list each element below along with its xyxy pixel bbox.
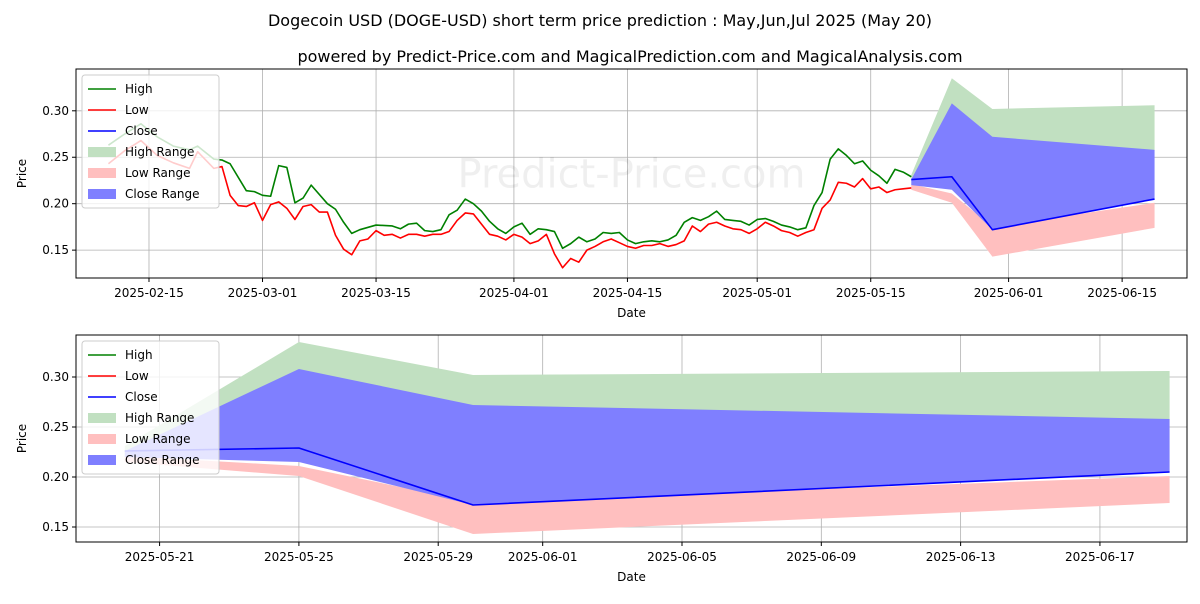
- chart-title: Dogecoin USD (DOGE-USD) short term price…: [268, 11, 932, 30]
- legend-label-low-range: Low Range: [125, 432, 190, 446]
- legend-label-high: High: [125, 348, 153, 362]
- x-tick-label: 2025-02-15: [114, 286, 184, 300]
- y-tick-label: 0.25: [42, 420, 69, 434]
- x-tick-label: 2025-06-01: [508, 550, 578, 564]
- x-tick-label: 2025-05-01: [722, 286, 792, 300]
- legend-box: [81, 74, 220, 209]
- legend-label-high-range: High Range: [125, 145, 194, 159]
- x-tick-label: 2025-03-01: [228, 286, 298, 300]
- close-range-band: [911, 103, 1155, 230]
- legend-swatch-high-range: [88, 147, 116, 157]
- y-tick-label: 0.25: [42, 150, 69, 164]
- legend-swatch-low-range: [88, 434, 116, 444]
- x-axis-label: Date: [617, 570, 646, 584]
- x-tick-label: 2025-03-15: [341, 286, 411, 300]
- x-tick-label: 2025-06-09: [786, 550, 856, 564]
- legend-label-high: High: [125, 82, 153, 96]
- y-tick-label: 0.15: [42, 520, 69, 534]
- x-tick-label: 2025-05-15: [836, 286, 906, 300]
- y-tick-label: 0.15: [42, 243, 69, 257]
- legend-label-close: Close: [125, 390, 158, 404]
- low-series-line: [107, 139, 912, 269]
- legend-swatch-close-range: [88, 189, 116, 199]
- low-range-band: [911, 184, 1155, 257]
- legend-swatch-close-range: [88, 455, 116, 465]
- watermark: Predict-Price.com: [458, 152, 806, 198]
- close-range-band: [124, 369, 1170, 505]
- x-tick-label: 2025-06-13: [926, 550, 996, 564]
- legend: High Low Close High Range Low Range Close Ran…: [81, 340, 220, 475]
- x-tick-label: 2025-05-29: [403, 550, 473, 564]
- legend-label-low: Low: [125, 103, 149, 117]
- y-tick-label: 0.30: [42, 104, 69, 118]
- legend-label-low-range: Low Range: [125, 166, 190, 180]
- plot-area: [124, 342, 1170, 534]
- legend-label-low: Low: [125, 369, 149, 383]
- high-series-line: [107, 123, 912, 250]
- x-tick-label: 2025-05-25: [264, 550, 334, 564]
- legend-label-high-range: High Range: [125, 411, 194, 425]
- y-axis-label: Price: [15, 159, 29, 188]
- x-tick-label: 2025-04-15: [593, 286, 663, 300]
- close-series-line: [911, 175, 1155, 231]
- chart-subtitle: powered by Predict-Price.com and Magical…: [297, 47, 962, 66]
- x-tick-label: 2025-06-05: [647, 550, 717, 564]
- y-tick-label: 0.20: [42, 197, 69, 211]
- axes-frame: [75, 334, 1188, 543]
- legend: High Low Close High Range Low Range Close Ran…: [81, 74, 220, 209]
- legend-label-close-range: Close Range: [125, 187, 200, 201]
- plot-area: [107, 78, 1155, 269]
- x-tick-label: 2025-05-21: [125, 550, 195, 564]
- axes-frame: [75, 68, 1188, 279]
- low-range-band: [124, 456, 1170, 534]
- x-tick-label: 2025-04-01: [479, 286, 549, 300]
- legend-swatch-low-range: [88, 168, 116, 178]
- x-axis-label: Date: [617, 306, 646, 320]
- legend-label-close: Close: [125, 124, 158, 138]
- x-tick-label: 2025-06-01: [974, 286, 1044, 300]
- legend-box: [81, 340, 220, 475]
- x-tick-label: 2025-06-17: [1065, 550, 1135, 564]
- bottom-panel: Predict-Price.com2025-05-212025-05-25202…: [15, 334, 1188, 584]
- x-tick-label: 2025-06-15: [1087, 286, 1157, 300]
- y-tick-label: 0.30: [42, 370, 69, 384]
- y-axis-label: Price: [15, 424, 29, 453]
- top-panel: Predict-Price.com 2025-02-15 2025-03-01 202…: [15, 68, 1188, 320]
- y-tick-label: 0.20: [42, 470, 69, 484]
- legend-swatch-high-range: [88, 413, 116, 423]
- legend-label-close-range: Close Range: [125, 453, 200, 467]
